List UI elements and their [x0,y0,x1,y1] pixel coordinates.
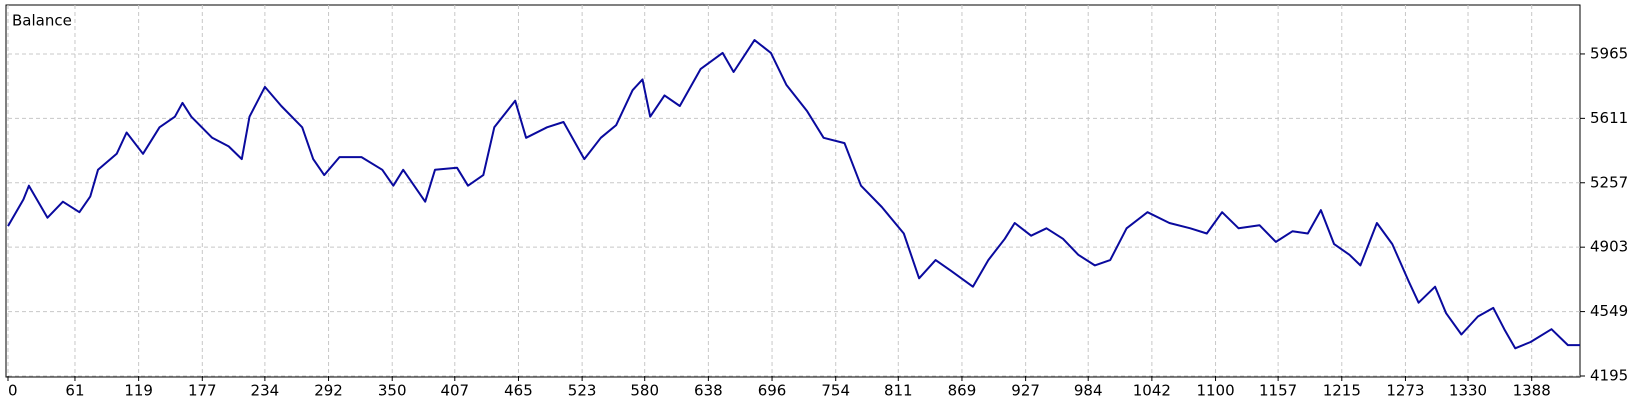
x-tick-label: 984 [1074,382,1103,400]
y-tick-label: 5611 [1590,109,1628,127]
x-tick-label: 1100 [1196,382,1234,400]
x-tick-label: 580 [630,382,659,400]
x-tick-label: 407 [440,382,469,400]
x-tick-label: 0 [8,382,18,400]
balance-line [7,39,1580,350]
y-tick-label: 5965 [1590,44,1628,62]
x-tick-label: 119 [124,382,153,400]
x-tick-label: 754 [821,382,850,400]
x-tick-label: 1273 [1386,382,1424,400]
x-tick-label: 350 [378,382,407,400]
x-tick-label: 234 [251,382,280,400]
x-tick-label: 523 [568,382,597,400]
y-tick-label: 4195 [1590,367,1628,385]
x-tick-label: 177 [188,382,217,400]
x-tick-label: 292 [314,382,343,400]
y-tick-label: 4549 [1590,302,1628,320]
x-tick-label: 1330 [1449,382,1487,400]
x-tick-label: 61 [65,382,84,400]
x-tick-label: 869 [948,382,977,400]
x-tick-label: 696 [758,382,787,400]
x-tick-label: 927 [1011,382,1040,400]
x-tick-label: 811 [884,382,913,400]
x-tick-label: 1215 [1323,382,1361,400]
chart-title: Balance [12,12,72,30]
x-tick-label: 638 [694,382,723,400]
y-tick-label: 4903 [1590,238,1628,256]
x-tick-label: 1042 [1133,382,1171,400]
y-tick-label: 5257 [1590,173,1628,191]
plot-frame [5,4,1581,378]
x-tick-label: 1157 [1259,382,1297,400]
x-tick-label: 1388 [1513,382,1551,400]
x-tick-label: 465 [504,382,533,400]
